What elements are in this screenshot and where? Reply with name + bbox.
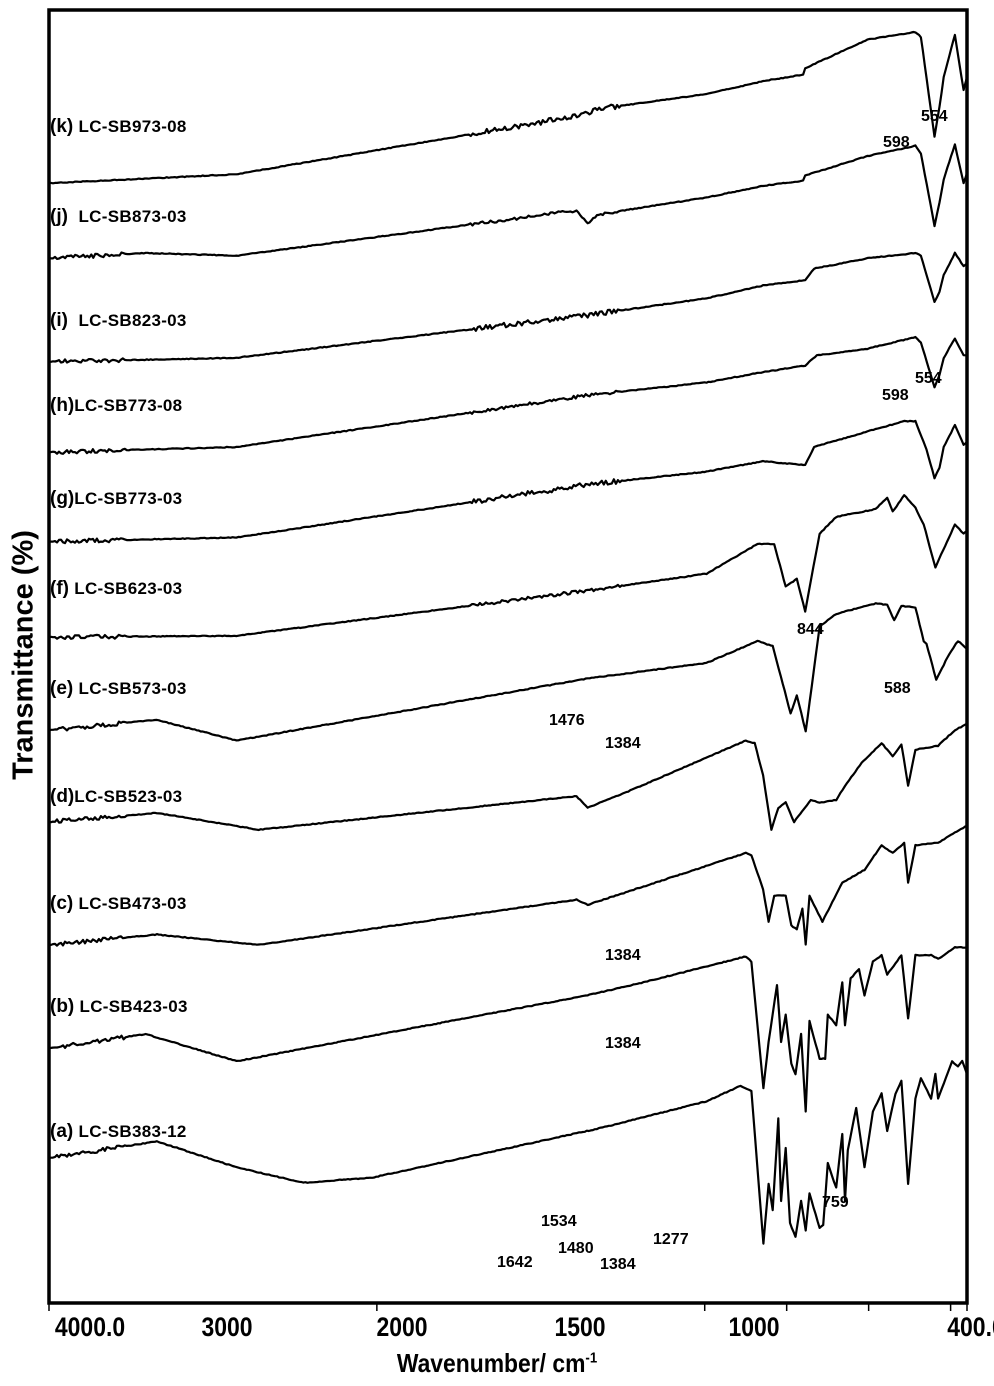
spectrum-line-i xyxy=(48,251,968,364)
spectrum-line-b xyxy=(48,946,968,1113)
spectrum-line-f xyxy=(48,494,968,640)
series-tag: (k) xyxy=(50,116,74,137)
series-tag: (a) xyxy=(50,1121,74,1142)
spectrum-line-c xyxy=(48,824,968,947)
peak-label: 1384 xyxy=(605,947,641,964)
series-tag: (h) xyxy=(50,395,75,416)
peak-label: 598 xyxy=(882,387,909,404)
peak-label: 554 xyxy=(921,108,948,125)
series-name: LC-SB873-03 xyxy=(78,207,187,226)
series-name: LC-SB473-03 xyxy=(78,894,187,913)
series-layer xyxy=(48,30,969,1245)
series-label-e: (e) LC-SB573-03 xyxy=(50,678,187,700)
peak-label: 554 xyxy=(915,370,942,387)
series-tag: (i) xyxy=(50,310,68,331)
series-name: LC-SB823-03 xyxy=(78,311,187,330)
series-name: LC-SB383-12 xyxy=(78,1122,187,1141)
series-name: LC-SB523-03 xyxy=(74,787,183,806)
series-tag: (j) xyxy=(50,206,68,227)
peak-label: 759 xyxy=(822,1194,849,1211)
series-label-g: (g)LC-SB773-03 xyxy=(50,488,182,510)
y-axis-label: Transmittance (%) xyxy=(7,530,40,780)
spectrum-line-e xyxy=(48,602,968,742)
peak-label: 1534 xyxy=(541,1213,577,1230)
peak-label: 1384 xyxy=(600,1256,636,1273)
spectrum-line-k xyxy=(49,30,969,185)
x-tick-label: 4000.0 xyxy=(54,1312,126,1342)
series-name: LC-SB773-08 xyxy=(74,396,183,415)
x-axis-label-text: Wavenumber/ cm xyxy=(396,1348,586,1378)
series-label-j: (j) LC-SB873-03 xyxy=(50,206,187,228)
series-name: LC-SB423-03 xyxy=(79,997,188,1016)
series-name: LC-SB623-03 xyxy=(74,579,183,598)
peak-label: 1384 xyxy=(605,735,641,752)
series-tag: (c) xyxy=(50,893,74,914)
x-axis-label-sup: -1 xyxy=(585,1349,598,1367)
spectrum-line-a xyxy=(48,1059,969,1245)
series-tag: (e) xyxy=(50,678,74,699)
spectrum-line-h xyxy=(48,335,968,455)
spectrum-line-j xyxy=(48,143,969,260)
series-label-h: (h)LC-SB773-08 xyxy=(50,395,182,417)
x-tick-label: 1500 xyxy=(554,1312,606,1342)
series-label-b: (b) LC-SB423-03 xyxy=(50,996,188,1018)
series-name: LC-SB973-08 xyxy=(78,117,187,136)
series-name: LC-SB773-03 xyxy=(74,489,183,508)
peak-label: 1384 xyxy=(605,1035,641,1052)
series-name: LC-SB573-03 xyxy=(78,679,187,698)
x-tick-label: 2000 xyxy=(376,1312,428,1342)
x-tick-label: 400.0 xyxy=(947,1312,994,1342)
peak-label: 1277 xyxy=(653,1231,689,1248)
peak-label: 588 xyxy=(884,680,911,697)
peak-label: 598 xyxy=(883,134,910,151)
spectrum-line-d xyxy=(48,722,968,832)
x-tick-label: 3000 xyxy=(201,1312,253,1342)
x-axis-label: Wavenumber/ cm-1 xyxy=(397,1348,597,1379)
series-label-k: (k) LC-SB973-08 xyxy=(50,116,187,138)
peak-label: 1476 xyxy=(549,712,585,729)
series-label-i: (i) LC-SB823-03 xyxy=(50,310,187,332)
series-tag: (g) xyxy=(50,488,75,509)
series-label-a: (a) LC-SB383-12 xyxy=(50,1121,187,1143)
plot-frame xyxy=(47,8,969,1305)
x-tick-label: 1000 xyxy=(728,1312,780,1342)
series-label-d: (d)LC-SB523-03 xyxy=(50,786,182,808)
spectrum-line-g xyxy=(48,419,968,545)
peak-label: 844 xyxy=(797,621,824,638)
peak-label: 1480 xyxy=(558,1240,594,1257)
series-label-f: (f) LC-SB623-03 xyxy=(50,578,182,600)
peak-label: 1642 xyxy=(497,1254,533,1271)
series-label-c: (c) LC-SB473-03 xyxy=(50,893,187,915)
series-tag: (b) xyxy=(50,996,75,1017)
series-tag: (f) xyxy=(50,578,69,599)
series-tag: (d) xyxy=(50,786,75,807)
